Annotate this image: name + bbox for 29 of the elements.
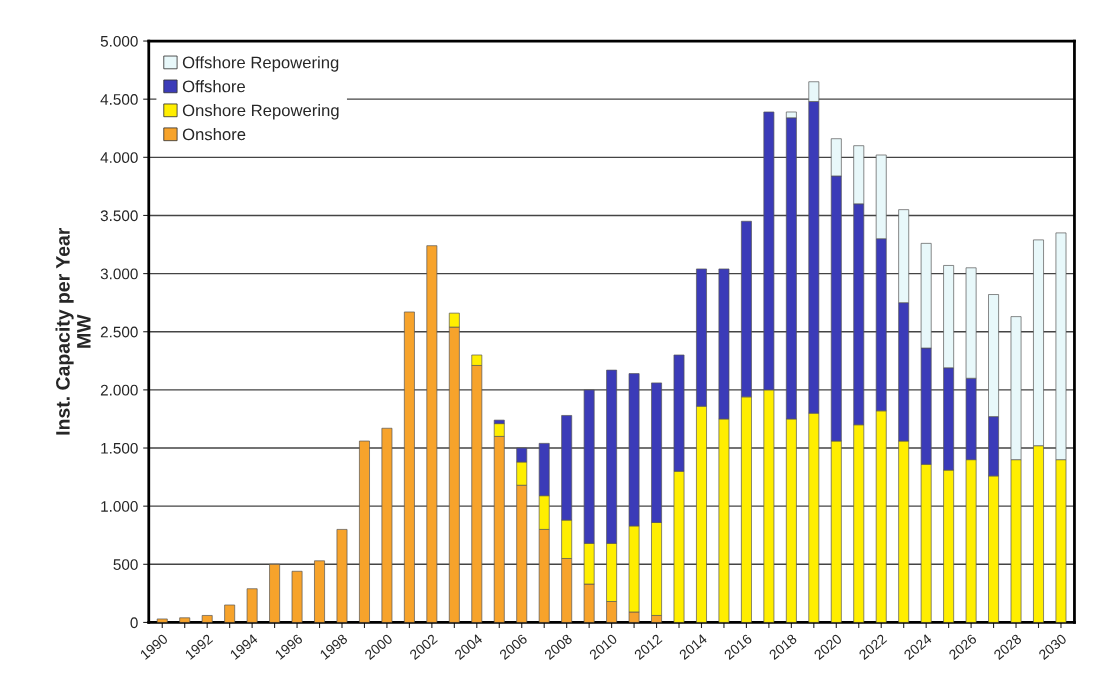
bar [359,440,370,623]
bar [314,560,325,623]
y-tick-label: 1.000 [101,501,138,512]
y-tick-label: 4.000 [100,152,138,164]
bar [269,563,280,623]
y-tick-label: 2.500 [100,326,138,338]
bar [381,427,393,623]
y-axis-title: Inst. Capacity per Year MW [55,227,91,435]
y-tick-label: 1.500 [101,442,138,454]
y-tick-label: 500 [113,559,138,570]
legend-label: Onshore [182,128,246,141]
bar [403,311,415,623]
bar [246,588,258,623]
bar [201,615,213,623]
bar [224,604,236,623]
y-tick-label: 0 [130,617,138,629]
legend-label: Offshore Repowering [182,56,339,72]
bar [336,529,348,623]
y-tick-label: 2.000 [100,384,138,396]
bar [179,617,191,623]
bar [426,245,438,623]
y-tick-label: 3.000 [100,268,138,280]
bar [156,618,168,623]
legend-label: Onshore Repowering [182,104,339,120]
bar [291,570,303,623]
y-tick-label: 3.500 [100,210,138,222]
y-tick-label: 5.000 [100,35,138,47]
y-tick-label: 4.500 [100,94,138,105]
legend-label: Offshore [182,80,245,93]
